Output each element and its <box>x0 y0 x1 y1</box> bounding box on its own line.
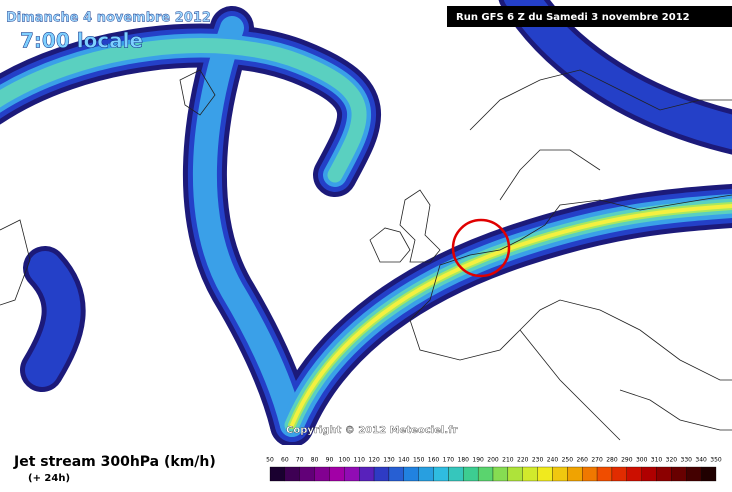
scale-label: 240 <box>547 457 559 464</box>
scale-cell <box>567 466 583 482</box>
scale-cell <box>433 466 449 482</box>
scale-cell <box>656 466 672 482</box>
scale-label: 120 <box>368 457 380 464</box>
scale-cell <box>492 466 509 482</box>
jet-stream-bands <box>0 0 732 447</box>
scale-cell <box>463 466 479 482</box>
scale-label: 150 <box>413 457 425 464</box>
scale-label: 280 <box>606 457 618 464</box>
scale-label: 210 <box>502 457 514 464</box>
scale-label: 220 <box>517 457 529 464</box>
scale-label: 170 <box>443 457 455 464</box>
scale-label: 350 <box>710 457 722 464</box>
scale-label: 190 <box>472 457 484 464</box>
scale-cell <box>552 466 568 482</box>
scale-cell <box>641 466 657 482</box>
run-box <box>447 6 732 27</box>
scale-label: 300 <box>636 457 648 464</box>
scale-label: 290 <box>621 457 633 464</box>
scale-cell <box>477 466 494 482</box>
scale-label: 310 <box>651 457 663 464</box>
legend-title: Jet stream 300hPa (km/h) <box>13 454 216 470</box>
scale-cell <box>359 466 375 482</box>
scale-cell <box>373 466 390 482</box>
scale-cell <box>388 466 404 482</box>
scale-label: 140 <box>398 457 410 464</box>
scale-label: 100 <box>339 457 351 464</box>
scale-label: 260 <box>576 457 588 464</box>
scale-label: 230 <box>532 457 544 464</box>
scale-label: 70 <box>296 457 304 464</box>
scale-cell <box>582 466 598 482</box>
scale-cell <box>269 466 286 482</box>
scale-label: 110 <box>353 457 365 464</box>
scale-cell <box>299 466 315 482</box>
scale-label: 50 <box>266 457 274 464</box>
coastlines <box>0 69 732 441</box>
time: 7:00 locale <box>20 29 143 53</box>
scale-cell <box>700 466 717 482</box>
scale-cell <box>329 466 345 482</box>
scale-cell <box>344 466 360 482</box>
scale-label: 340 <box>695 457 707 464</box>
color-scale: 50 60 70 80 90 100 110 120 130 140 150 160 170 180 190… <box>266 457 722 482</box>
scale-cell <box>507 466 523 482</box>
scale-cell <box>403 466 419 482</box>
scale-cell <box>686 466 702 482</box>
scale-cell <box>611 466 627 482</box>
scale-label: 250 <box>562 457 574 464</box>
jet-band <box>290 203 732 427</box>
scale-cell <box>537 466 553 482</box>
scale-cell <box>522 466 538 482</box>
scale-cell <box>418 466 434 482</box>
jet-band <box>25 251 81 387</box>
scale-label: 180 <box>458 457 470 464</box>
scale-label: 160 <box>428 457 440 464</box>
scale-label: 330 <box>681 457 693 464</box>
date: Dimanche 4 novembre 2012 <box>6 11 211 26</box>
scale-cell <box>596 466 613 482</box>
jet-band <box>192 16 304 437</box>
copyright: Copyright © 2012 Meteociel.fr <box>286 425 457 436</box>
scale-label: 130 <box>383 457 395 464</box>
highlight-circle <box>451 218 511 278</box>
scale-cell <box>448 466 464 482</box>
run-info: Run GFS 6 Z du Samedi 3 novembre 2012 <box>456 12 690 23</box>
scale-label: 60 <box>281 457 289 464</box>
scale-label: 270 <box>591 457 603 464</box>
scale-cell <box>626 466 642 482</box>
jet-band <box>0 38 367 183</box>
scale-label: 90 <box>326 457 334 464</box>
scale-label: 200 <box>487 457 499 464</box>
legend-subtitle: (+ 24h) <box>28 473 70 484</box>
scale-label: 320 <box>666 457 678 464</box>
scale-label: 80 <box>311 457 319 464</box>
scale-cell <box>671 466 687 482</box>
scale-cell <box>314 466 330 482</box>
scale-cell <box>284 466 300 482</box>
